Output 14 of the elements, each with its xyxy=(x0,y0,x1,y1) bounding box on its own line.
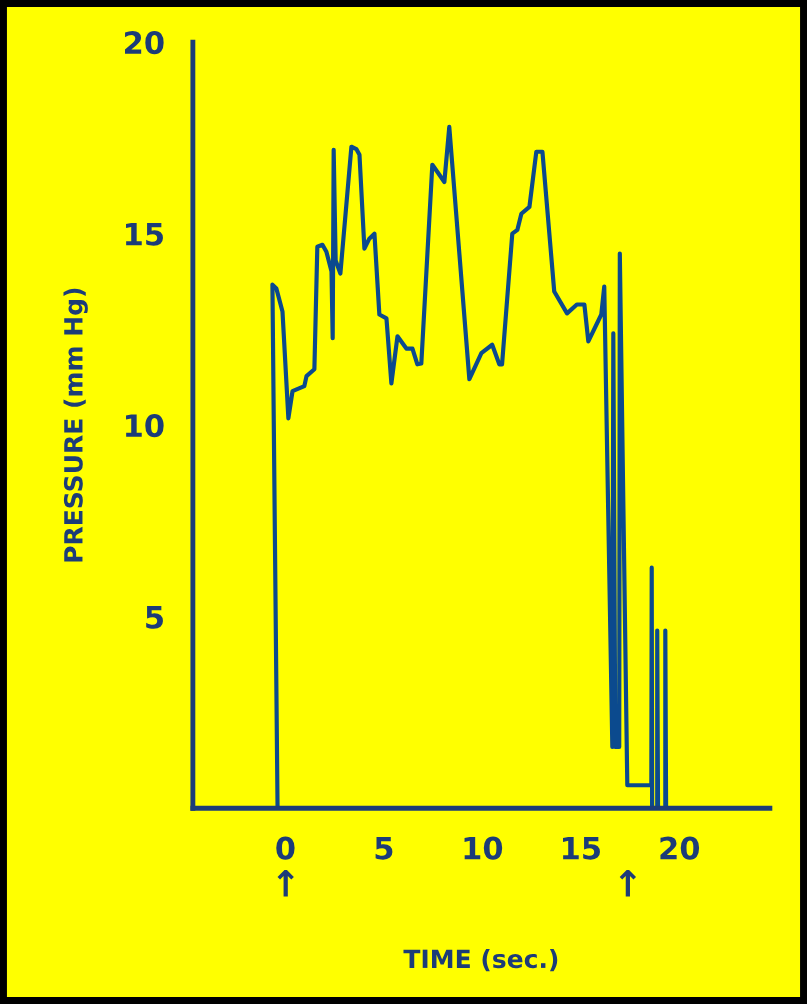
x-tick-label: 10 xyxy=(464,836,503,860)
y-tick-label: 15 xyxy=(126,223,163,246)
y-tick-label: 20 xyxy=(124,31,164,55)
x-tick-label: 0 xyxy=(276,836,295,860)
y-axis-title: PRESSURE (mm Hg) xyxy=(63,288,88,562)
x-tick-label: 5 xyxy=(375,836,393,860)
text: ↑ xyxy=(619,870,637,897)
x-axis-title: TIME (sec.) xyxy=(403,948,558,972)
text: ↑ xyxy=(277,870,294,897)
y-tick-label: 5 xyxy=(146,606,163,629)
line-series xyxy=(270,124,669,809)
y-tick-label: 10 xyxy=(126,414,164,438)
x-tick-label: 20 xyxy=(660,836,700,860)
x-tick-label: 15 xyxy=(563,836,600,860)
